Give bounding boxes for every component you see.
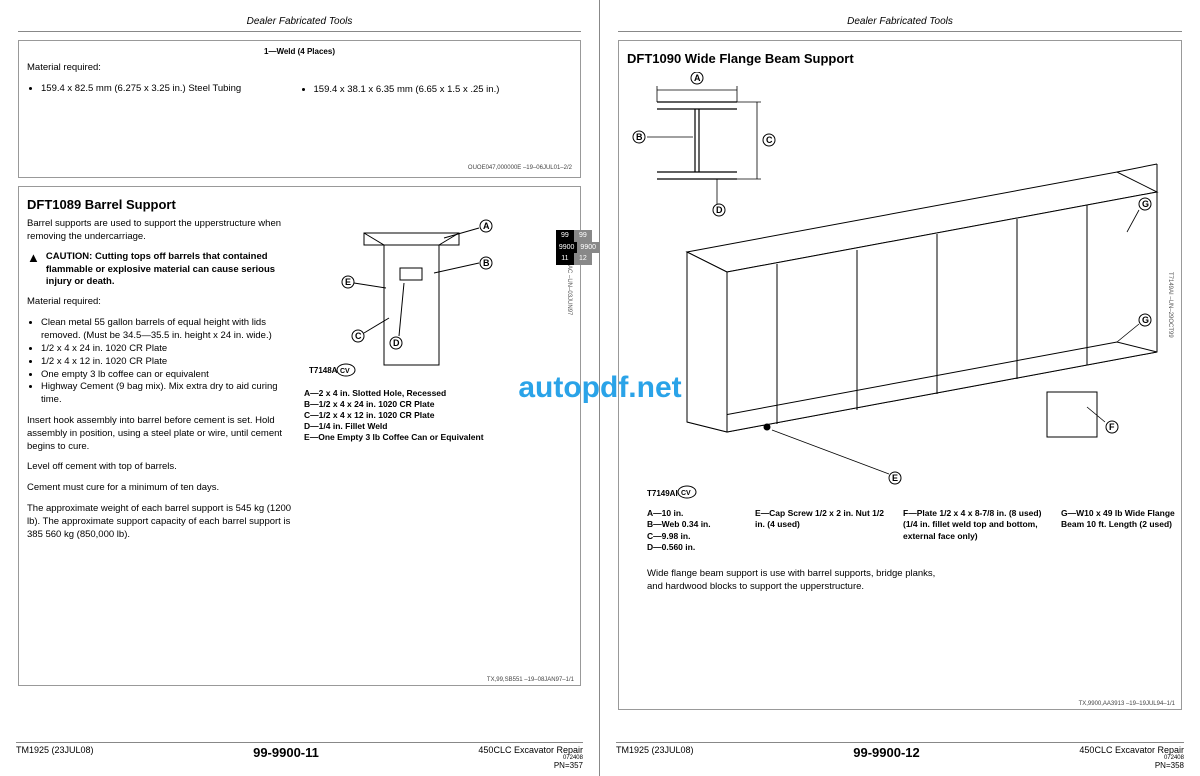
footer-right-center: 99-9900-12 — [853, 745, 920, 760]
svg-text:F: F — [1109, 422, 1115, 432]
dft1089-title: DFT1089 Barrel Support — [27, 193, 572, 218]
bullet-1: 1/2 x 4 x 24 in. 1020 CR Plate — [41, 343, 294, 356]
bullet-0: Clean metal 55 gallon barrels of equal h… — [41, 317, 294, 343]
r-g: G—W10 x 49 lb Wide Flange Beam 10 ft. Le… — [1061, 508, 1191, 531]
svg-text:E: E — [892, 473, 898, 483]
tab-c1: 11 — [556, 253, 574, 265]
callout-a: A—2 x 4 in. Slotted Hole, Recessed — [304, 388, 572, 399]
page-spread: Dealer Fabricated Tools 1—Weld (4 Places… — [0, 0, 1200, 776]
callout-d: D—1/4 in. Fillet Weld — [304, 421, 572, 432]
topbox-ref: OUOE047,000000E –19–06JUL01–2/2 — [27, 165, 572, 171]
dft1090-desc: Wide flange beam support is use with bar… — [647, 568, 947, 594]
caution-row: ▲ CAUTION: Cutting tops off barrels that… — [27, 251, 294, 288]
footer-left-center: 99-9900-11 — [253, 745, 319, 760]
header-title-right: Dealer Fabricated Tools — [618, 16, 1182, 27]
svg-text:CV: CV — [681, 490, 691, 497]
tab-a1: 99 — [556, 230, 574, 242]
callout-block-right: A—10 in. B—Web 0.34 in. C—9.98 in. D—0.5… — [447, 508, 1173, 554]
callout-c: C—1/2 x 4 x 12 in. 1020 CR Plate — [304, 410, 572, 421]
svg-text:CV: CV — [340, 368, 350, 375]
svg-text:A: A — [694, 73, 701, 83]
svg-text:B: B — [636, 132, 643, 142]
svg-text:T7149AI: T7149AI — [647, 489, 678, 498]
header-title-left: Dealer Fabricated Tools — [18, 16, 581, 27]
page-right: Dealer Fabricated Tools DFT1090 Wide Fla… — [600, 0, 1200, 776]
dft1090-ref: TX,9900,AA3913 –19–19JUL94–1/1 — [1079, 701, 1175, 707]
warning-icon: ▲ — [27, 251, 40, 288]
svg-text:G: G — [1142, 199, 1149, 209]
side-tabs: 9999 99009900 1112 — [556, 230, 599, 265]
svg-text:D: D — [393, 338, 400, 348]
header-rule-left: Dealer Fabricated Tools — [18, 18, 581, 32]
r-f: F—Plate 1/2 x 4 x 8-7/8 in. (8 used) (1/… — [903, 508, 1043, 542]
r-c: C—9.98 in. — [647, 531, 737, 542]
r-a: A—10 in. — [647, 508, 737, 519]
material-list: Clean metal 55 gallon barrels of equal h… — [27, 317, 294, 407]
material-label: Material required: — [27, 62, 300, 75]
footer-left: TM1925 (23JUL08) 99-9900-11 450CLC Excav… — [16, 742, 583, 770]
bullet-2: 1/2 x 4 x 12 in. 1020 CR Plate — [41, 356, 294, 369]
r-e: E—Cap Screw 1/2 x 2 in. Nut 1/2 in. (4 u… — [755, 508, 885, 531]
footer-right-pn: PN=358 — [1079, 761, 1184, 770]
footer-right-tm: TM1925 (23JUL08) — [616, 745, 694, 755]
header-rule-right: Dealer Fabricated Tools — [618, 18, 1182, 32]
barrel-figure: A B E C D T7148AC CV — [304, 218, 534, 378]
fig-side-ref-r: T7149AI –UN–29OCT99 — [1167, 272, 1173, 338]
material-1: 159.4 x 82.5 mm (6.275 x 3.25 in.) Steel… — [41, 83, 300, 96]
callout-e: E—One Empty 3 lb Coffee Can or Equivalen… — [304, 432, 572, 443]
footer-right: TM1925 (23JUL08) 99-9900-12 450CLC Excav… — [616, 742, 1184, 770]
p4: The approximate weight of each barrel su… — [27, 503, 294, 541]
p2: Level off cement with top of barrels. — [27, 461, 294, 474]
tab-a2: 99 — [574, 230, 592, 242]
svg-text:C: C — [355, 331, 362, 341]
svg-text:A: A — [483, 221, 490, 231]
callout-block-left: A—2 x 4 in. Slotted Hole, Recessed B—1/2… — [304, 388, 572, 443]
material-columns: Material required: 159.4 x 82.5 mm (6.27… — [27, 62, 572, 105]
bullet-4: Highway Cement (9 bag mix). Mix extra dr… — [41, 381, 294, 407]
caution-text: CAUTION: Cutting tops off barrels that c… — [46, 251, 294, 288]
footer-right-product: 450CLC Excavator Repair — [1079, 745, 1184, 755]
dft1090-title: DFT1090 Wide Flange Beam Support — [627, 47, 1173, 72]
tab-b1: 9900 — [556, 242, 578, 254]
top-material-box: 1—Weld (4 Places) Material required: 159… — [18, 40, 581, 178]
footer-left-tm: TM1925 (23JUL08) — [16, 745, 94, 755]
svg-text:C: C — [766, 135, 773, 145]
svg-text:E: E — [345, 277, 351, 287]
dft1089-intro: Barrel supports are used to support the … — [27, 218, 294, 244]
footer-left-pn: PN=357 — [478, 761, 583, 770]
dft1089-box: DFT1089 Barrel Support Barrel supports a… — [18, 186, 581, 686]
dft1089-ref: TX,99,SB551 –19–08JAN97–1/1 — [487, 677, 574, 683]
r-b: B—Web 0.34 in. — [647, 519, 737, 530]
page-left: Dealer Fabricated Tools 1—Weld (4 Places… — [0, 0, 600, 776]
beam-figure: A B C D — [627, 72, 1167, 502]
svg-text:B: B — [483, 258, 490, 268]
p3: Cement must cure for a minimum of ten da… — [27, 482, 294, 495]
p1: Insert hook assembly into barrel before … — [27, 415, 294, 453]
tab-b2: 9900 — [577, 242, 599, 254]
weld-label: 1—Weld (4 Places) — [27, 47, 572, 56]
footer-left-product: 450CLC Excavator Repair — [478, 745, 583, 755]
callout-b: B—1/2 x 4 x 24 in. 1020 CR Plate — [304, 399, 572, 410]
material-label-2: Material required: — [27, 296, 294, 309]
r-d: D—0.560 in. — [647, 542, 737, 553]
svg-text:D: D — [716, 205, 723, 215]
tab-c2: 12 — [574, 253, 592, 265]
dft1090-box: DFT1090 Wide Flange Beam Support — [618, 40, 1182, 710]
bullet-3: One empty 3 lb coffee can or equivalent — [41, 369, 294, 382]
material-2: 159.4 x 38.1 x 6.35 mm (6.65 x 1.5 x .25… — [314, 84, 573, 97]
svg-text:G: G — [1142, 315, 1149, 325]
